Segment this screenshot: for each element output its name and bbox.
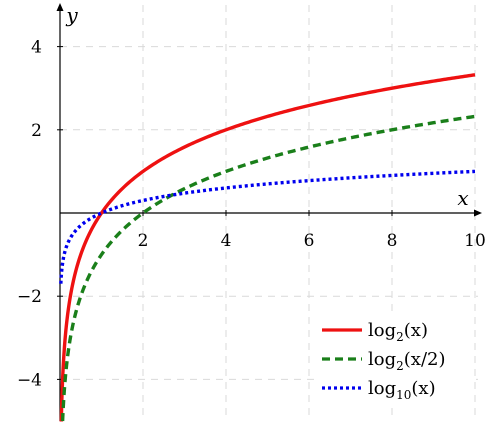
y-axis-arrow-icon (56, 3, 64, 11)
legend-item-log2-x-half: log2(x/2) (322, 349, 445, 373)
legend-label-log2-x: log2(x) (368, 320, 428, 344)
y-ticks: −4 −2 2 4 (17, 38, 63, 390)
legend-label-log2-x-half: log2(x/2) (368, 349, 445, 373)
x-axis-label: x (457, 186, 468, 210)
x-tick-label: 4 (221, 231, 232, 251)
y-tick-label: 2 (31, 121, 42, 141)
x-axis-arrow-icon (474, 209, 482, 217)
y-tick-label: 4 (31, 38, 42, 58)
series-line-2 (60, 114, 476, 422)
series-line-1 (59, 73, 476, 422)
series-line-3 (59, 169, 476, 285)
axes: x y (56, 3, 482, 421)
y-tick-label: −4 (17, 370, 42, 390)
x-tick-label: 2 (138, 231, 149, 251)
legend-item-log2-x: log2(x) (322, 320, 428, 344)
legend-label-log10-x: log10(x) (368, 378, 436, 402)
x-tick-label: 10 (464, 231, 486, 251)
legend: log2(x) log2(x/2) log10(x) (314, 312, 474, 408)
series-group (59, 73, 476, 422)
legend-item-log10-x: log10(x) (322, 378, 436, 402)
y-axis-label: y (65, 3, 78, 27)
x-ticks: 2 4 6 8 10 (138, 210, 486, 251)
x-tick-label: 8 (387, 231, 398, 251)
y-tick-label: −2 (17, 287, 42, 307)
x-tick-label: 6 (304, 231, 315, 251)
